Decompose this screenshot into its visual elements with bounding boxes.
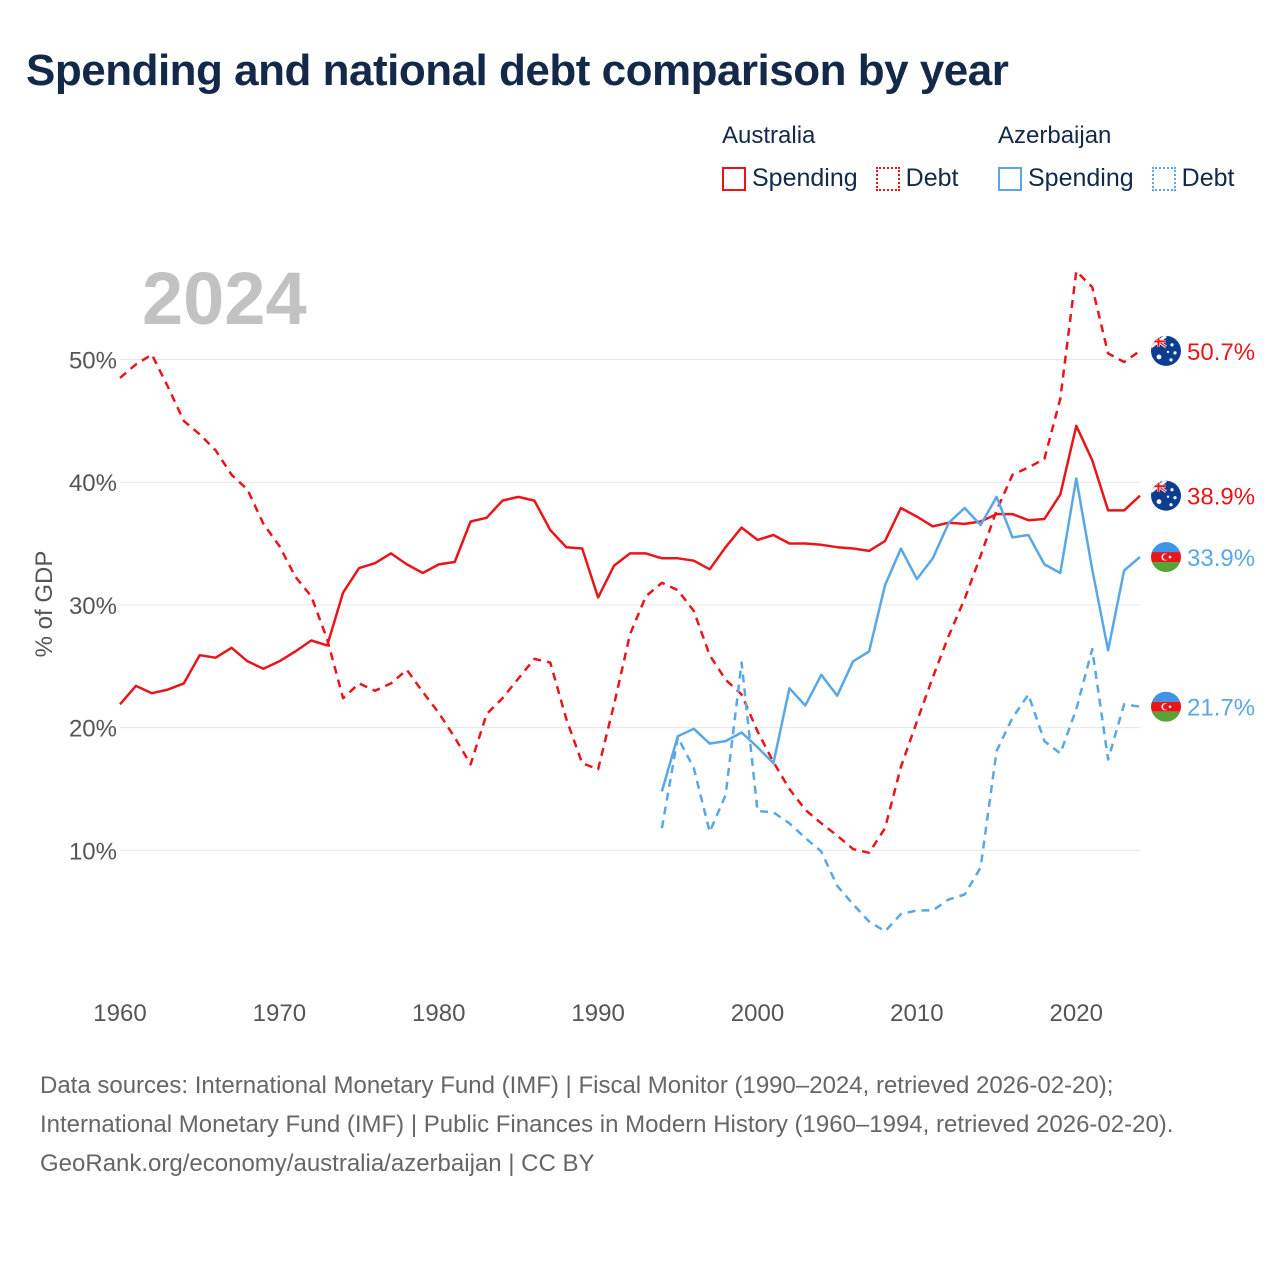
australia-flag-icon (1151, 480, 1181, 511)
series-line-australia-debt (119, 269, 1141, 855)
year-watermark: 2024 (142, 257, 307, 340)
legend-azerbaijan: Azerbaijan Spending Debt (998, 122, 1234, 193)
x-tick-label: 2010 (890, 1000, 943, 1027)
x-tick-label: 1970 (253, 1000, 306, 1027)
y-tick-label: 10% (69, 838, 117, 865)
x-axis-ticks: 1960 1970 1980 1990 2000 2010 2020 (93, 1000, 1103, 1027)
y-axis-label: % of GDP (31, 551, 58, 658)
y-tick-label: 40% (69, 470, 117, 497)
legend-label: Spending (752, 164, 858, 192)
y-tick-label: 50% (69, 348, 117, 375)
footer: Data sources: International Monetary Fun… (40, 1066, 1240, 1183)
y-tick-label: 30% (69, 593, 117, 620)
legend-country-label: Australia (722, 122, 816, 149)
legend-swatch-dotted (1151, 166, 1176, 191)
data-sources: Data sources: International Monetary Fun… (40, 1072, 1174, 1138)
gridlines (120, 359, 1140, 851)
series-line-azerbaijan-debt (660, 647, 1141, 933)
legend-australia: Australia Spending Debt (722, 122, 976, 193)
end-value-label: 50.7% (1187, 339, 1255, 366)
azerbaijan-flag-icon (1151, 691, 1181, 722)
azerbaijan-flag-icon (1151, 542, 1181, 573)
y-axis-ticks: 10% 20% 30% 40% 50% (69, 348, 117, 866)
end-value-label: 38.9% (1187, 484, 1255, 511)
chart-title: Spending and national debt comparison by… (26, 46, 1009, 95)
credit-link[interactable]: GeoRank.org/economy/australia/azerbaijan… (40, 1150, 595, 1177)
y-tick-label: 20% (69, 716, 117, 743)
legend-item-azerbaijan-spending[interactable]: Spending (998, 164, 1134, 193)
series-line-australia-spending (119, 424, 1141, 706)
line-chart: 2024 % of GDP 10%20%30%40%50% 1960 1970 19… (31, 257, 1255, 1027)
series-line-azerbaijan-spending (660, 477, 1141, 792)
x-tick-label: 1990 (571, 1000, 624, 1027)
end-value-label: 21.7% (1187, 695, 1255, 722)
x-tick-label: 2020 (1050, 1000, 1103, 1027)
australia-flag-icon (1151, 335, 1181, 366)
legend-swatch-solid (998, 166, 1022, 191)
x-tick-label: 2000 (731, 1000, 784, 1027)
legend-label: Debt (1181, 164, 1235, 192)
legend-item-azerbaijan-debt[interactable]: Debt (1151, 164, 1235, 193)
legend-country-label: Azerbaijan (998, 122, 1112, 149)
legend-label: Spending (1028, 164, 1134, 192)
end-value-label: 33.9% (1187, 545, 1255, 572)
series-lines (119, 269, 1141, 933)
end-labels: 50.7% 38.9% 33.9% 21.7% (1151, 335, 1255, 722)
x-tick-label: 1980 (412, 1000, 465, 1027)
legend-item-australia-debt[interactable]: Debt (875, 164, 959, 193)
legend-item-australia-spending[interactable]: Spending (722, 164, 858, 193)
x-tick-label: 1960 (93, 1000, 146, 1027)
legend-swatch-dotted (875, 166, 900, 191)
legend-swatch-solid (722, 166, 746, 191)
legend-label: Debt (905, 164, 959, 192)
